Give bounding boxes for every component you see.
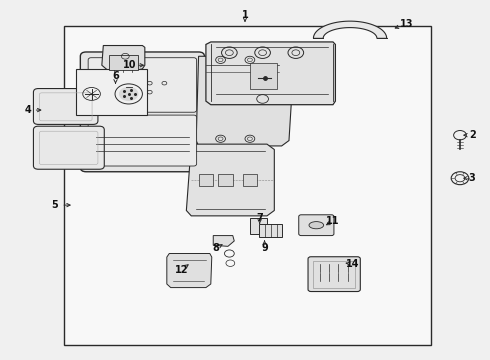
Text: 10: 10: [123, 60, 137, 70]
Text: 11: 11: [326, 216, 340, 226]
Polygon shape: [196, 56, 292, 146]
FancyBboxPatch shape: [80, 52, 204, 172]
Text: 2: 2: [469, 130, 476, 140]
FancyBboxPatch shape: [33, 89, 98, 125]
Polygon shape: [186, 144, 274, 216]
Text: 12: 12: [175, 265, 188, 275]
Polygon shape: [167, 253, 212, 288]
Text: 1: 1: [242, 10, 248, 20]
Polygon shape: [206, 42, 335, 105]
FancyBboxPatch shape: [308, 257, 360, 292]
Bar: [218, 174, 233, 186]
Bar: [243, 174, 257, 186]
Bar: [259, 224, 282, 237]
Text: 13: 13: [399, 19, 413, 29]
Text: 9: 9: [261, 243, 268, 253]
Text: 8: 8: [212, 243, 219, 253]
Text: 6: 6: [112, 71, 119, 81]
Bar: [250, 63, 277, 89]
Ellipse shape: [309, 222, 324, 229]
Bar: [76, 69, 147, 116]
FancyBboxPatch shape: [88, 115, 196, 166]
Bar: [314, 261, 355, 288]
FancyBboxPatch shape: [88, 58, 196, 112]
Text: 3: 3: [469, 173, 476, 183]
Text: 5: 5: [51, 200, 58, 210]
Polygon shape: [213, 235, 234, 246]
Circle shape: [119, 87, 139, 101]
Text: 14: 14: [346, 259, 359, 269]
Polygon shape: [250, 218, 267, 234]
Text: 7: 7: [256, 213, 263, 222]
Polygon shape: [102, 45, 145, 71]
Text: 4: 4: [24, 105, 31, 115]
Bar: [64, 26, 431, 345]
FancyBboxPatch shape: [33, 126, 104, 169]
Bar: [109, 55, 139, 69]
Bar: [198, 174, 213, 186]
FancyBboxPatch shape: [299, 215, 334, 235]
Polygon shape: [314, 21, 387, 39]
